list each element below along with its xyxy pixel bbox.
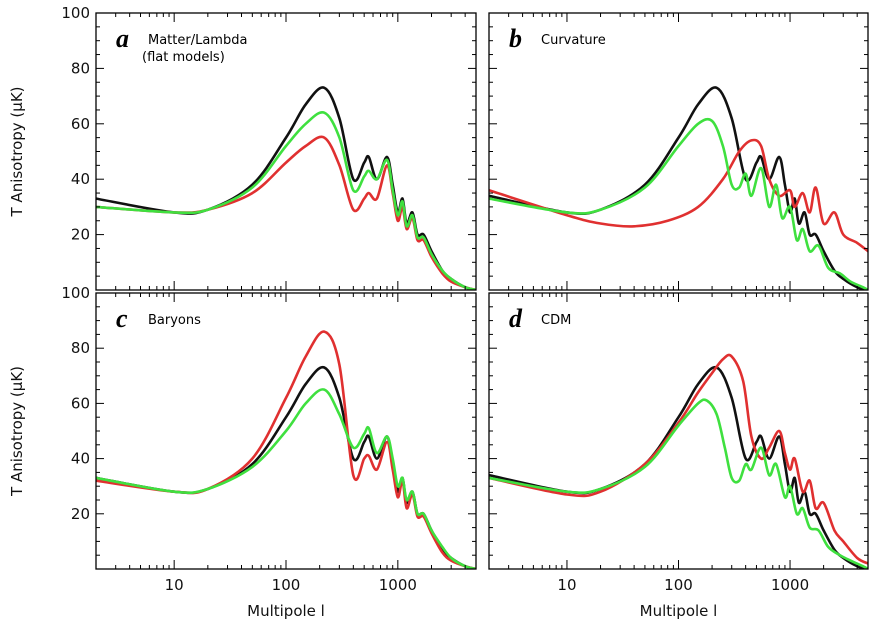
panel-letter: c (116, 304, 128, 333)
panel-title: (flat models) (142, 50, 225, 65)
panel-title: CDM (541, 313, 571, 328)
panel-title: Matter/Lambda (148, 33, 247, 48)
panel-title: Curvature (541, 33, 606, 48)
x-tick-label: 100 (664, 576, 693, 594)
x-axis-label: Multipole l (247, 602, 325, 620)
plot-frame (488, 12, 869, 291)
series-line-red (489, 138, 868, 253)
x-tick-label: 100 (272, 576, 301, 594)
panel-title: Baryons (148, 313, 201, 328)
series-line-green (96, 111, 476, 290)
x-tick-label: 10 (557, 576, 576, 594)
x-tick-label: 10 (165, 576, 184, 594)
panel-c: 20 40 60 80 100 T Anisotropy (μK) 10 100 1000 Mul… (8, 284, 477, 620)
panel-b: b Curvature (488, 12, 869, 291)
series-line-black (96, 86, 476, 290)
x-tick-label: 1000 (771, 576, 809, 594)
x-axis-label: Multipole l (640, 602, 718, 620)
y-tick-label: 60 (71, 394, 90, 412)
series-line-black (489, 365, 868, 569)
panel-letter: d (509, 304, 523, 333)
y-tick-label: 80 (71, 59, 90, 77)
y-tick-label: 20 (71, 505, 90, 523)
panel-a: 20 40 60 80 100 T Anisotropy (μK) a Matter/Lamb… (8, 4, 477, 291)
series-line-green (489, 398, 868, 569)
series-line-green (96, 388, 476, 569)
x-tick-label: 1000 (379, 576, 417, 594)
y-tick-label: 100 (61, 284, 90, 302)
series-line-red (489, 353, 868, 565)
y-tick-label: 100 (61, 4, 90, 22)
series-line-black (489, 86, 868, 290)
series-line-green (489, 117, 868, 290)
panel-letter: b (509, 24, 522, 53)
panel-letter: a (116, 24, 129, 53)
y-tick-label: 40 (71, 450, 90, 468)
series-line-red (96, 330, 476, 569)
y-tick-label: 40 (71, 170, 90, 188)
y-axis-label: T Anisotropy (μK) (8, 366, 26, 497)
y-axis-label: T Anisotropy (μK) (8, 86, 26, 217)
y-tick-label: 60 (71, 115, 90, 133)
panel-d: 10 100 1000 Multipole l d CDM (488, 292, 869, 620)
y-tick-label: 20 (71, 226, 90, 244)
series-line-red (96, 135, 476, 290)
y-tick-label: 80 (71, 339, 90, 357)
